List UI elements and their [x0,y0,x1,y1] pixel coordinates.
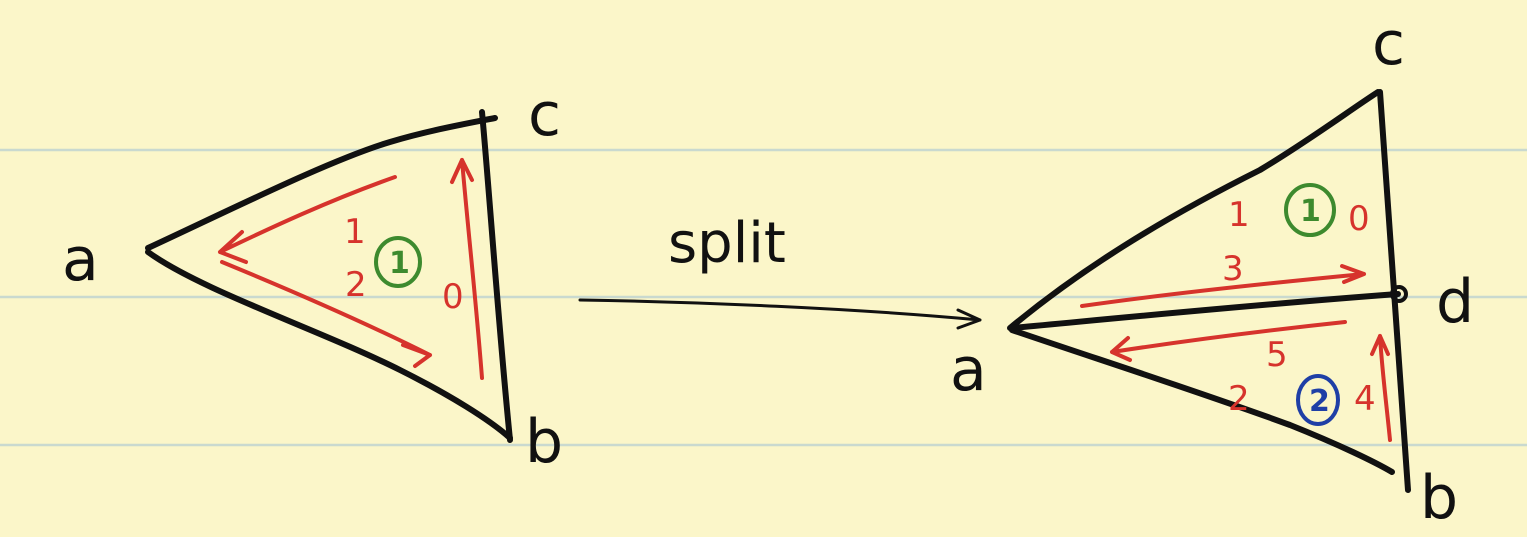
right-top-face-id: 1 [1284,183,1336,237]
left-edge-number-1: 1 [344,212,366,252]
left-edge-ab [145,249,513,441]
right-top-edge-number-0: 0 [1348,199,1370,239]
left-face-id: 1 [374,236,422,288]
left-vertex-c: c [528,80,561,150]
right-arrow-3 [1080,264,1366,308]
right-bottom-face-number: 2 [1309,384,1330,419]
left-vertex-b: b [525,407,563,477]
split-label: split [668,211,786,276]
left-arrow-1 [218,175,397,264]
right-arrow-5 [1110,320,1347,362]
right-edge-cb [1377,89,1411,493]
right-bottom-edge-number-4: 4 [1354,379,1376,419]
right-triangles: a b c d 1 0 3 1 5 2 4 2 [950,9,1474,533]
vertex-d-point [1390,285,1408,303]
left-triangle: a b c 1 2 0 1 [62,80,563,477]
right-bottom-face-id: 2 [1296,374,1340,426]
left-face-number: 1 [389,246,410,281]
right-vertex-c: c [1372,9,1405,79]
left-edge-ac [145,115,498,251]
right-top-edge-number-1: 1 [1228,195,1250,235]
right-edge-ad [1009,291,1401,331]
left-edge-cb [479,109,513,443]
right-bottom-edge-number-5: 5 [1266,335,1288,375]
right-vertex-b: b [1420,463,1458,533]
split-arrow: split [578,211,982,330]
right-top-edge-number-3: 3 [1222,249,1244,289]
right-edge-ab [1009,327,1395,475]
right-edge-ac [1007,89,1381,331]
left-edge-number-0: 0 [442,277,464,317]
right-top-face-number: 1 [1300,194,1321,229]
right-arrow-4 [1370,334,1392,442]
left-arrow-2 [220,260,432,368]
left-arrow-0 [450,158,484,380]
left-vertex-a: a [62,225,99,295]
right-bottom-edge-number-2: 2 [1228,379,1250,419]
right-vertex-d: d [1436,267,1474,337]
left-edge-number-2: 2 [345,265,367,305]
right-vertex-a: a [950,335,987,405]
split-arrow-shaft [578,298,982,330]
paper-rules [0,148,1527,447]
